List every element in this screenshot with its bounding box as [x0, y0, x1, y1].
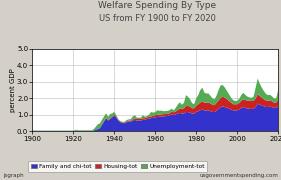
Legend: Family and chi-tot, Housing-tot, Unemployment-tot: Family and chi-tot, Housing-tot, Unemplo…	[28, 161, 207, 172]
Text: Welfare Spending By Type: Welfare Spending By Type	[98, 1, 216, 10]
Text: US from FY 1900 to FY 2020: US from FY 1900 to FY 2020	[99, 14, 216, 23]
Y-axis label: percent GDP: percent GDP	[10, 68, 15, 112]
Text: jsgraph: jsgraph	[3, 173, 23, 178]
Text: usgovernmentspending.com: usgovernmentspending.com	[199, 173, 278, 178]
